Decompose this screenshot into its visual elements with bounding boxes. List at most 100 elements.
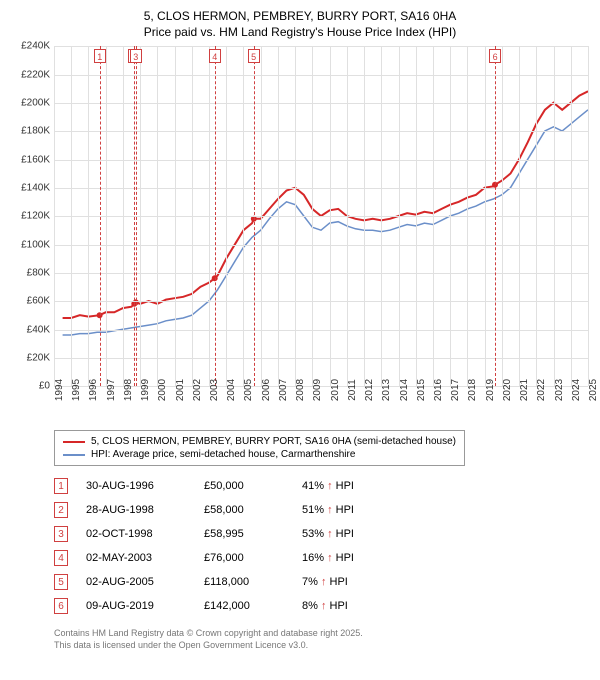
- footer-line1: Contains HM Land Registry data © Crown c…: [54, 628, 588, 640]
- x-axis: 1994199519961997199819992000200120022003…: [54, 386, 588, 426]
- y-tick-label: £160K: [21, 154, 50, 165]
- footer: Contains HM Land Registry data © Crown c…: [54, 628, 588, 651]
- legend-label-price: 5, CLOS HERMON, PEMBREY, BURRY PORT, SA1…: [91, 436, 456, 447]
- chart-area: £0£20K£40K£60K£80K£100K£120K£140K£160K£1…: [12, 46, 588, 426]
- title-subtitle: Price paid vs. HM Land Registry's House …: [12, 24, 588, 40]
- gridline-v: [175, 46, 176, 386]
- tx-num: 6: [54, 598, 68, 614]
- tx-price: £58,995: [204, 528, 284, 540]
- y-tick-label: £100K: [21, 239, 50, 250]
- x-tick-label: 2002: [192, 379, 203, 401]
- gridline-v: [536, 46, 537, 386]
- tx-num: 3: [54, 526, 68, 542]
- gridline-v: [157, 46, 158, 386]
- tx-hpi: 7% ↑ HPI: [302, 576, 588, 588]
- x-tick-label: 2024: [571, 379, 582, 401]
- gridline-v: [450, 46, 451, 386]
- chart-title: 5, CLOS HERMON, PEMBREY, BURRY PORT, SA1…: [12, 8, 588, 40]
- legend-item-price: 5, CLOS HERMON, PEMBREY, BURRY PORT, SA1…: [63, 435, 456, 448]
- y-tick-label: £180K: [21, 126, 50, 137]
- gridline-v: [71, 46, 72, 386]
- gridline-v: [226, 46, 227, 386]
- x-tick-label: 2018: [467, 379, 478, 401]
- legend-item-hpi: HPI: Average price, semi-detached house,…: [63, 448, 456, 461]
- gridline-v: [54, 46, 55, 386]
- marker-line: [136, 46, 137, 386]
- gridline-v: [381, 46, 382, 386]
- x-tick-label: 1997: [106, 379, 117, 401]
- marker-line: [495, 46, 496, 386]
- tx-price: £118,000: [204, 576, 284, 588]
- y-tick-label: £40K: [27, 324, 50, 335]
- gridline-v: [485, 46, 486, 386]
- gridline-v: [433, 46, 434, 386]
- transactions-table: 130-AUG-1996£50,00041% ↑ HPI228-AUG-1998…: [54, 474, 588, 618]
- gridline-v: [399, 46, 400, 386]
- gridline-v: [209, 46, 210, 386]
- x-tick-label: 2019: [485, 379, 496, 401]
- marker-box: 1: [94, 49, 106, 63]
- gridline-v: [123, 46, 124, 386]
- tx-date: 02-OCT-1998: [86, 528, 186, 540]
- tx-hpi: 51% ↑ HPI: [302, 504, 588, 516]
- marker-box: 5: [248, 49, 260, 63]
- tx-date: 02-MAY-2003: [86, 552, 186, 564]
- marker-box: 6: [489, 49, 501, 63]
- legend: 5, CLOS HERMON, PEMBREY, BURRY PORT, SA1…: [54, 430, 465, 466]
- x-tick-label: 2003: [209, 379, 220, 401]
- x-tick-label: 1994: [54, 379, 65, 401]
- legend-label-hpi: HPI: Average price, semi-detached house,…: [91, 449, 355, 460]
- tx-hpi: 53% ↑ HPI: [302, 528, 588, 540]
- gridline-v: [106, 46, 107, 386]
- x-tick-label: 2004: [226, 379, 237, 401]
- x-tick-label: 2015: [416, 379, 427, 401]
- marker-line: [100, 46, 101, 386]
- gridline-v: [261, 46, 262, 386]
- x-tick-label: 2023: [554, 379, 565, 401]
- tx-hpi: 8% ↑ HPI: [302, 600, 588, 612]
- tx-num: 4: [54, 550, 68, 566]
- x-tick-label: 2008: [295, 379, 306, 401]
- x-tick-label: 2007: [278, 379, 289, 401]
- x-tick-label: 2001: [175, 379, 186, 401]
- gridline-v: [571, 46, 572, 386]
- y-tick-label: £60K: [27, 296, 50, 307]
- x-tick-label: 2009: [312, 379, 323, 401]
- transaction-row: 228-AUG-1998£58,00051% ↑ HPI: [54, 498, 588, 522]
- title-address: 5, CLOS HERMON, PEMBREY, BURRY PORT, SA1…: [12, 8, 588, 24]
- y-tick-label: £20K: [27, 353, 50, 364]
- x-tick-label: 2006: [261, 379, 272, 401]
- legend-swatch-hpi: [63, 454, 85, 456]
- tx-hpi: 16% ↑ HPI: [302, 552, 588, 564]
- transaction-row: 609-AUG-2019£142,0008% ↑ HPI: [54, 594, 588, 618]
- x-tick-label: 2010: [330, 379, 341, 401]
- transaction-row: 130-AUG-1996£50,00041% ↑ HPI: [54, 474, 588, 498]
- gridline-v: [278, 46, 279, 386]
- x-tick-label: 2012: [364, 379, 375, 401]
- x-tick-label: 2020: [502, 379, 513, 401]
- tx-num: 5: [54, 574, 68, 590]
- x-tick-label: 1999: [140, 379, 151, 401]
- gridline-v: [347, 46, 348, 386]
- y-axis: £0£20K£40K£60K£80K£100K£120K£140K£160K£1…: [12, 46, 54, 386]
- y-tick-label: £140K: [21, 183, 50, 194]
- gridline-v: [330, 46, 331, 386]
- x-tick-label: 1995: [71, 379, 82, 401]
- gridline-v: [312, 46, 313, 386]
- y-tick-label: £200K: [21, 98, 50, 109]
- tx-date: 30-AUG-1996: [86, 480, 186, 492]
- tx-date: 28-AUG-1998: [86, 504, 186, 516]
- x-tick-label: 2005: [243, 379, 254, 401]
- x-tick-label: 2025: [588, 379, 599, 401]
- y-tick-label: £0: [39, 381, 50, 392]
- y-tick-label: £220K: [21, 69, 50, 80]
- transaction-row: 3 02-OCT-1998 £58,995 53% ↑ HPI: [54, 522, 588, 546]
- x-tick-label: 2022: [536, 379, 547, 401]
- x-tick-label: 2016: [433, 379, 444, 401]
- marker-box: 3: [130, 49, 142, 63]
- gridline-v: [295, 46, 296, 386]
- tx-price: £58,000: [204, 504, 284, 516]
- tx-date: 09-AUG-2019: [86, 600, 186, 612]
- gridline-v: [588, 46, 589, 386]
- x-tick-label: 2014: [399, 379, 410, 401]
